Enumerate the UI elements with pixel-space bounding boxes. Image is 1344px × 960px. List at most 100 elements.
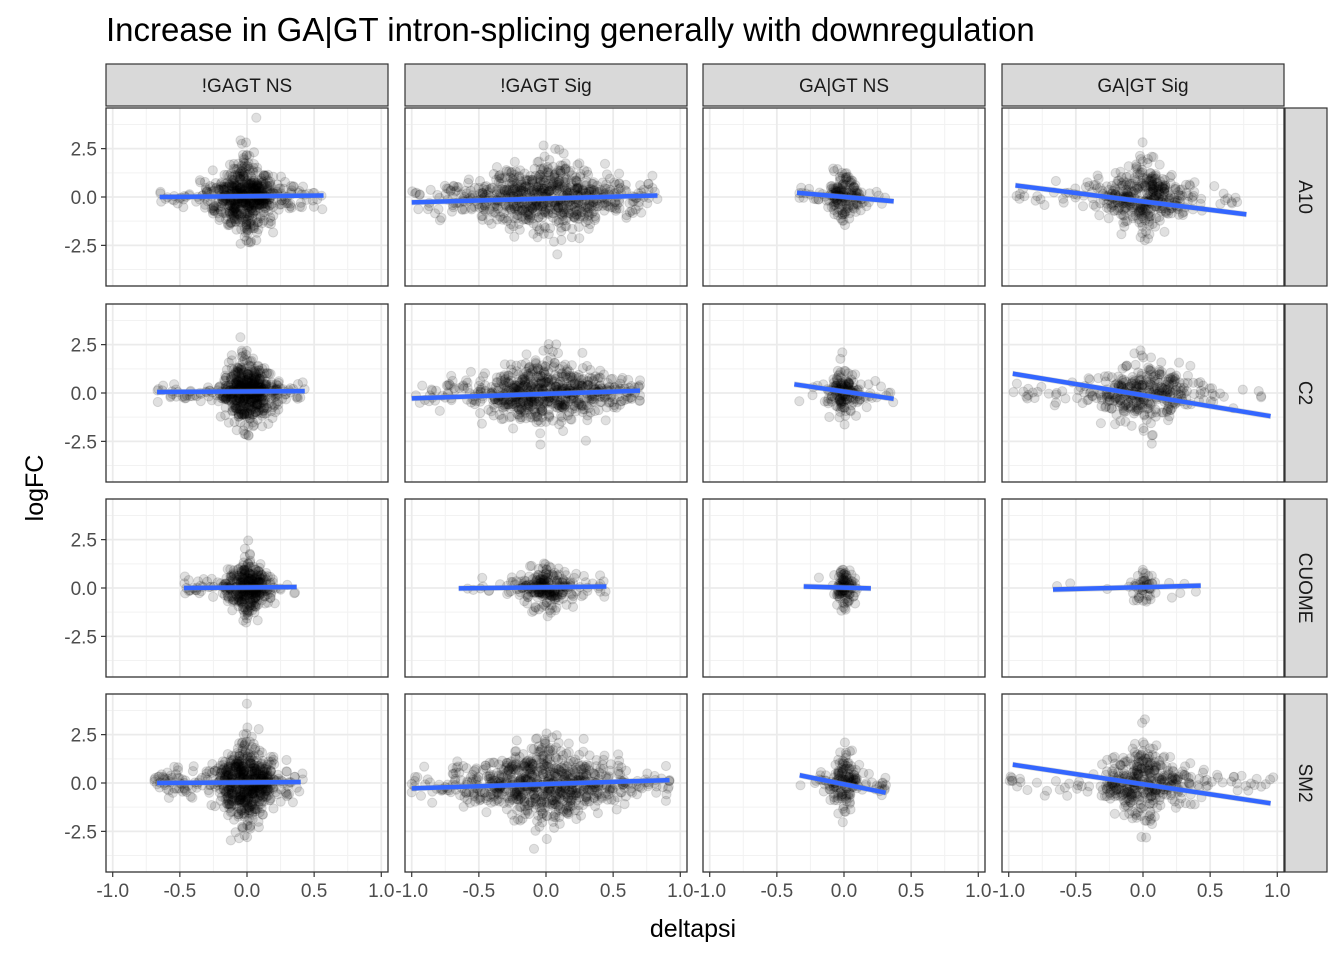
scatter-point bbox=[245, 176, 256, 187]
scatter-point bbox=[597, 177, 608, 188]
scatter-point bbox=[626, 205, 638, 216]
scatter-point bbox=[258, 198, 269, 209]
scatter-point bbox=[587, 178, 599, 189]
scatter-point bbox=[469, 399, 480, 410]
scatter-point bbox=[1116, 172, 1127, 183]
scatter-point bbox=[521, 201, 532, 212]
scatter-point bbox=[1118, 403, 1129, 414]
scatter-point bbox=[630, 204, 641, 215]
scatter-point bbox=[595, 372, 606, 383]
scatter-point bbox=[230, 180, 241, 191]
scatter-point bbox=[568, 207, 579, 218]
scatter-point bbox=[440, 189, 451, 200]
scatter-point bbox=[224, 206, 235, 217]
scatter-point bbox=[571, 205, 582, 216]
scatter-point bbox=[252, 180, 263, 192]
scatter-point bbox=[527, 175, 538, 186]
scatter-point bbox=[214, 214, 225, 226]
scatter-point bbox=[463, 177, 474, 189]
scatter-point bbox=[245, 182, 256, 193]
scatter-point bbox=[248, 183, 259, 194]
scatter-point bbox=[242, 175, 253, 186]
scatter-point bbox=[239, 208, 250, 219]
scatter-point bbox=[232, 214, 243, 225]
scatter-point bbox=[257, 179, 268, 191]
scatter-point bbox=[512, 181, 523, 192]
scatter-point bbox=[486, 218, 497, 229]
scatter-point bbox=[1090, 201, 1102, 212]
scatter-point bbox=[537, 201, 548, 212]
scatter-point bbox=[527, 203, 538, 214]
scatter-point bbox=[231, 213, 242, 224]
scatter-point bbox=[213, 202, 224, 213]
scatter-point bbox=[224, 171, 235, 182]
scatter-point bbox=[491, 174, 502, 185]
scatter-point bbox=[239, 231, 250, 242]
scatter-point bbox=[614, 168, 625, 179]
scatter-point bbox=[533, 212, 544, 223]
scatter-point bbox=[245, 167, 256, 178]
scatter-point bbox=[576, 201, 587, 212]
scatter-point bbox=[266, 198, 277, 209]
scatter-point bbox=[276, 199, 287, 210]
scatter-point bbox=[288, 181, 299, 192]
scatter-point bbox=[550, 168, 562, 179]
scatter-point bbox=[521, 349, 532, 360]
scatter-point bbox=[551, 185, 563, 196]
scatter-point bbox=[592, 201, 603, 212]
scatter-point bbox=[248, 167, 259, 178]
scatter-point bbox=[252, 227, 263, 238]
scatter-point bbox=[254, 183, 265, 194]
scatter-point bbox=[533, 156, 545, 167]
scatter-point bbox=[531, 180, 542, 191]
scatter-point bbox=[241, 223, 252, 234]
scatter-point bbox=[234, 182, 245, 194]
scatter-point bbox=[242, 202, 253, 213]
scatter-point bbox=[540, 207, 551, 218]
scatter-point bbox=[560, 163, 572, 174]
scatter-point bbox=[244, 218, 255, 230]
scatter-point bbox=[543, 164, 554, 175]
scatter-point bbox=[233, 601, 244, 612]
scatter-point bbox=[844, 565, 855, 576]
scatter-point bbox=[229, 203, 240, 214]
scatter-point bbox=[218, 184, 229, 195]
scatter-point bbox=[478, 204, 490, 215]
scatter-point bbox=[512, 213, 523, 224]
scatter-point bbox=[609, 203, 621, 214]
scatter-point bbox=[568, 211, 580, 222]
scatter-point bbox=[1156, 366, 1167, 377]
scatter-point bbox=[572, 183, 584, 194]
scatter-point bbox=[240, 199, 251, 210]
scatter-point bbox=[624, 198, 635, 209]
scatter-point bbox=[573, 203, 584, 214]
scatter-point bbox=[268, 210, 279, 221]
scatter-point bbox=[242, 160, 253, 171]
row-strip bbox=[1284, 303, 1328, 483]
scatter-point bbox=[200, 199, 211, 210]
scatter-point bbox=[223, 220, 234, 231]
scatter-point bbox=[485, 184, 496, 195]
scatter-point bbox=[537, 212, 548, 223]
scatter-point bbox=[245, 179, 256, 190]
scatter-point bbox=[254, 199, 265, 210]
scatter-point bbox=[257, 395, 269, 406]
scatter-point bbox=[570, 213, 581, 224]
scatter-point bbox=[256, 173, 267, 184]
scatter-point bbox=[230, 199, 241, 210]
scatter-point bbox=[241, 380, 252, 391]
scatter-point bbox=[224, 178, 235, 189]
scatter-point bbox=[414, 189, 425, 200]
scatter-point bbox=[565, 208, 577, 219]
scatter-point bbox=[265, 212, 276, 223]
scatter-point bbox=[258, 198, 269, 209]
chart-title: Increase in GA|GT intron-splicing genera… bbox=[106, 11, 1035, 48]
scatter-point bbox=[526, 174, 537, 185]
scatter-point bbox=[506, 219, 517, 230]
scatter-point bbox=[555, 165, 566, 177]
scatter-point bbox=[545, 223, 556, 234]
scatter-point bbox=[539, 183, 550, 194]
scatter-point bbox=[232, 180, 243, 191]
scatter-point bbox=[841, 206, 852, 217]
scatter-point bbox=[459, 204, 470, 215]
